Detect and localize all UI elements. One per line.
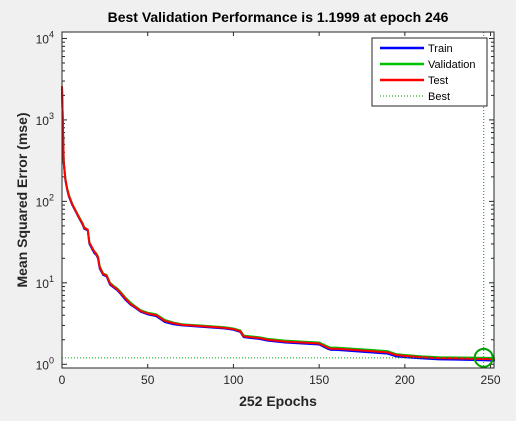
x-tick-label: 250 bbox=[481, 373, 501, 387]
series-line-test bbox=[61, 85, 495, 361]
x-axis-ticks: 0 50 100 150 200 250 bbox=[59, 32, 501, 387]
legend-box bbox=[371, 37, 488, 107]
legend-label-validation: Validation bbox=[428, 59, 476, 71]
y-tick-label-exponent: 0 bbox=[49, 355, 54, 365]
y-tick-label-base: 10 bbox=[36, 195, 50, 209]
y-tick-label-exponent: 1 bbox=[49, 274, 54, 284]
y-tick-label: 100 bbox=[36, 355, 54, 372]
legend-label-train: Train bbox=[428, 43, 453, 55]
y-tick-label: 101 bbox=[36, 274, 54, 291]
x-tick-label: 100 bbox=[223, 373, 243, 387]
series-layer bbox=[61, 85, 495, 362]
x-tick-label: 200 bbox=[395, 373, 415, 387]
best-point-circle bbox=[473, 347, 494, 368]
best-marker-layer bbox=[62, 32, 494, 368]
legend-label-test: Test bbox=[428, 75, 448, 87]
y-tick-label-base: 10 bbox=[36, 114, 50, 128]
y-tick-label: 103 bbox=[36, 111, 54, 128]
x-tick-label: 50 bbox=[141, 373, 155, 387]
y-tick-label-base: 10 bbox=[36, 277, 50, 291]
legend-label-best: Best bbox=[428, 91, 450, 103]
x-tick-label: 0 bbox=[59, 373, 66, 387]
y-tick-label-exponent: 2 bbox=[49, 192, 54, 202]
x-axis-label: 252 Epochs bbox=[239, 393, 317, 409]
y-tick-label-base: 10 bbox=[36, 358, 50, 372]
y-tick-label: 104 bbox=[36, 29, 54, 46]
y-tick-label-base: 10 bbox=[36, 32, 50, 46]
y-tick-label-exponent: 3 bbox=[49, 111, 54, 121]
y-axis-label: Mean Squared Error (mse) bbox=[14, 112, 30, 287]
x-tick-label: 150 bbox=[309, 373, 329, 387]
chart-title: Best Validation Performance is 1.1999 at… bbox=[108, 9, 449, 25]
y-tick-label: 102 bbox=[36, 192, 54, 209]
legend[interactable]: Train Validation Test Best bbox=[371, 37, 488, 107]
plot-frame bbox=[61, 31, 495, 369]
y-tick-label-exponent: 4 bbox=[49, 29, 54, 39]
